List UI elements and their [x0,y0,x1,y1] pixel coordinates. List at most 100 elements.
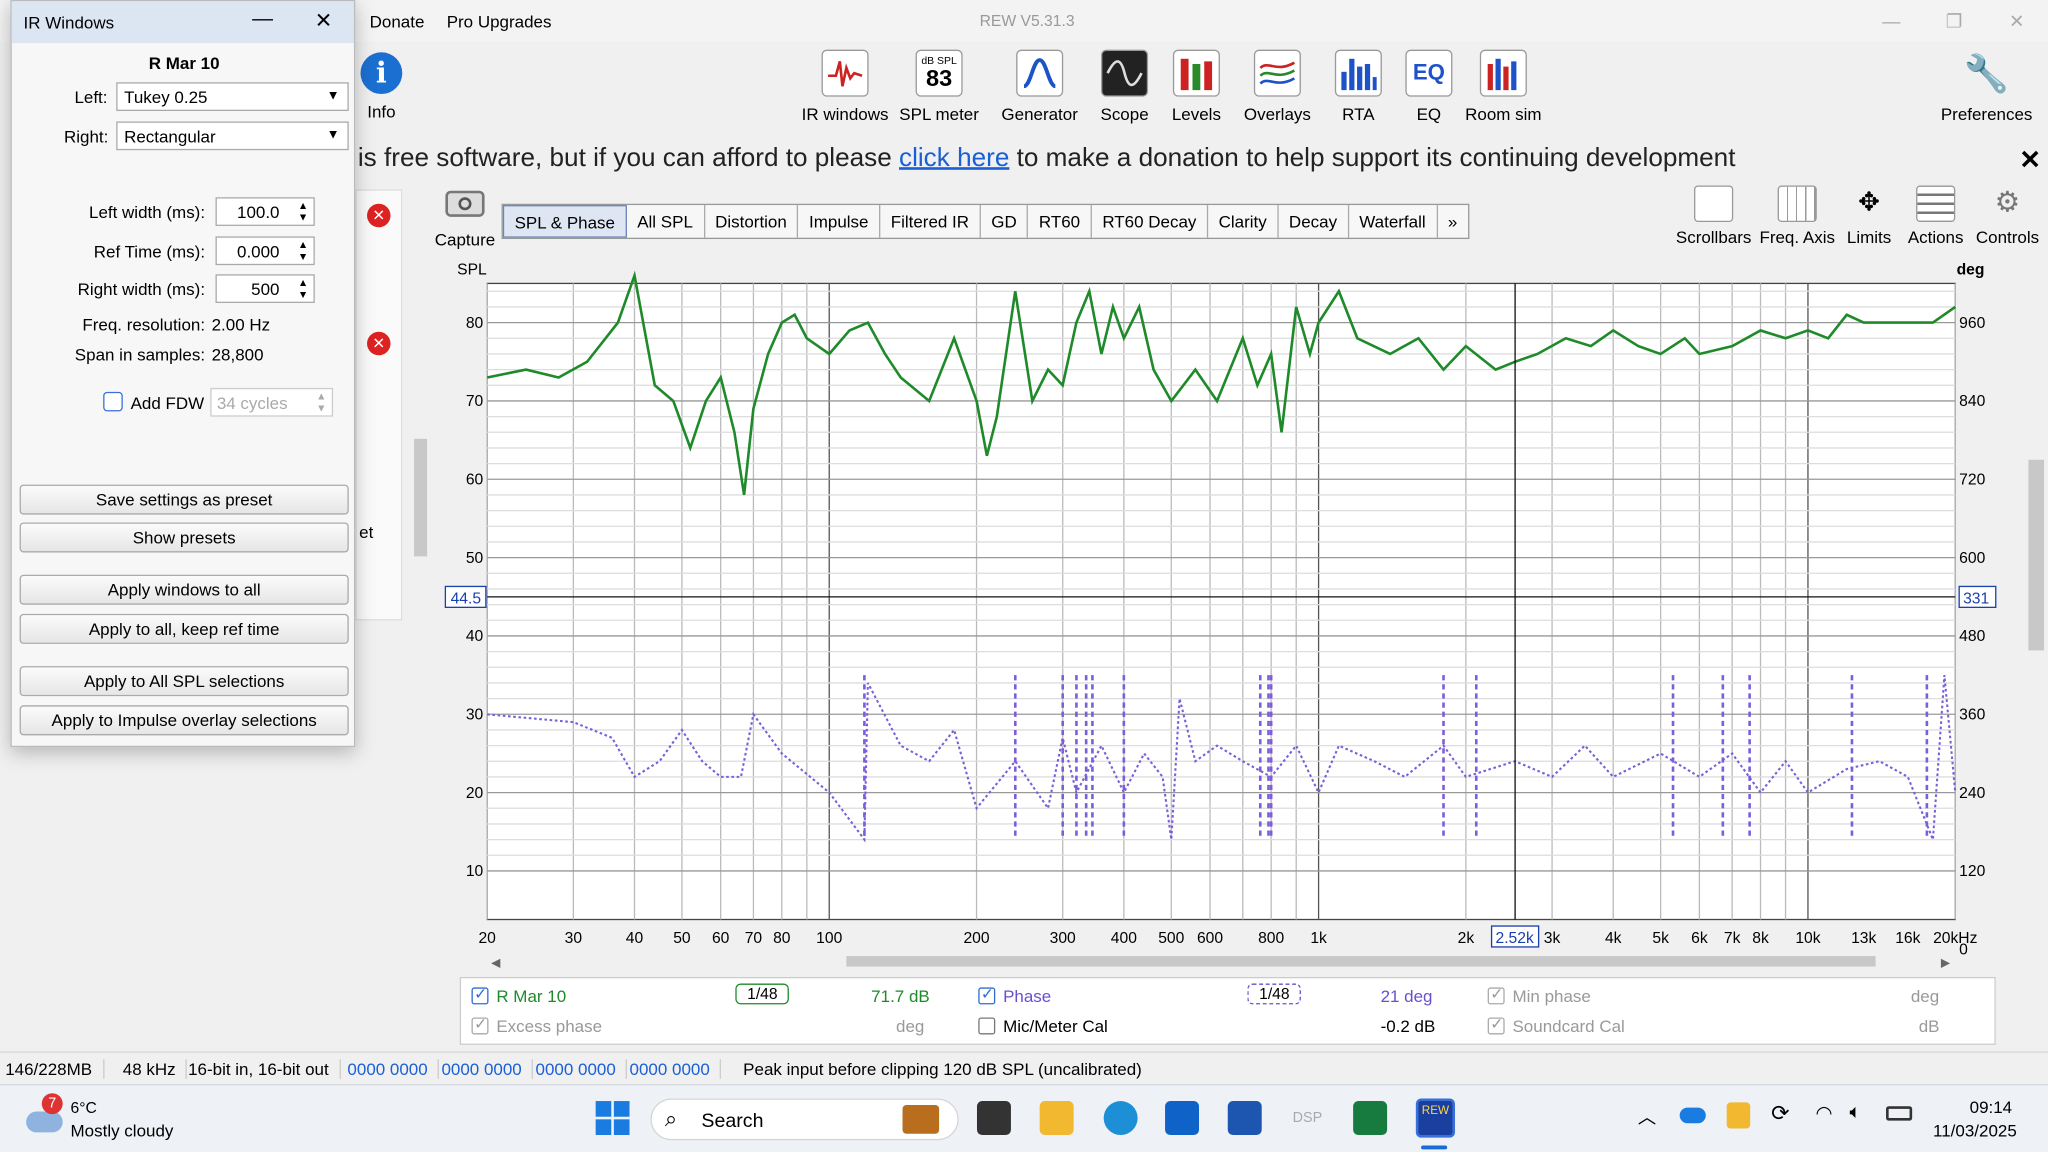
tab-distortion[interactable]: Distortion [705,205,799,238]
toolbar-rta[interactable]: RTA [1332,49,1384,124]
close-window-button[interactable]: ✕ [2008,10,2025,32]
toolbar-eq[interactable]: EQ EQ [1403,49,1455,124]
left-width-input[interactable]: 100.0 [215,197,315,226]
dialog-titlebar[interactable]: IR Windows — ✕ [11,1,354,44]
left-v-scrollbar[interactable] [412,284,429,920]
toolbar-spl-meter[interactable]: dB SPL 83 SPL meter [899,49,980,124]
tab-waterfall[interactable]: Waterfall [1349,205,1438,238]
sync-icon[interactable]: ⟳ [1771,1101,1790,1126]
close-red-icon[interactable]: ✕ [367,203,391,228]
phase-smoothing[interactable]: 1/48 [1247,983,1302,1005]
legend-excess-phase[interactable]: Excess phase [471,1015,602,1036]
apply-impulse-selections-button[interactable]: Apply to Impulse overlay selections [19,705,349,736]
toolbar-overlays[interactable]: Overlays [1241,49,1314,124]
right-width-input[interactable]: 500 [215,274,315,304]
apply-windows-all-button[interactable]: Apply windows to all [19,574,349,605]
legend-soundcard-cal[interactable]: Soundcard Cal [1487,1015,1625,1036]
ref-time-input[interactable]: 0.000 [215,236,315,266]
menu-donate[interactable]: Donate [369,11,425,32]
dsp-icon[interactable]: DSP [1292,1110,1323,1126]
speaker-icon[interactable]: 🔈︎ [1849,1101,1862,1124]
info-button[interactable]: i Info [355,52,407,121]
donate-link[interactable]: click here [899,143,1010,173]
minimize-button[interactable]: — [1882,10,1901,32]
tab-filtered-ir[interactable]: Filtered IR [880,205,981,238]
limits-button[interactable]: ✥ Limits [1842,185,1897,247]
x-tick-label: 20kHz [1933,930,1978,947]
add-fdw-checkbox-row[interactable]: Add FDW [103,391,204,413]
toolbar-ir-windows[interactable]: IR windows [799,49,890,124]
freq-axis-button[interactable]: Freq. Axis [1758,185,1836,247]
measurement-checkbox[interactable] [471,985,489,1005]
h-scrollbar-thumb[interactable] [846,956,1876,967]
spl-phase-graph[interactable]: 80 70 60 50 40 30 20 10 960 840 720 600 480 360 240 12… [444,255,2048,1115]
banner-prefix: is free software, but if you can afford … [357,143,900,173]
eq-icon: EQ [1405,49,1453,97]
taskbar-search[interactable]: ⌕ Search [650,1098,959,1141]
chevron-up-icon[interactable]: ︿ [1637,1106,1657,1128]
legend-mic-cal[interactable]: Mic/Meter Cal [978,1016,1108,1036]
min-phase-checkbox[interactable] [1487,985,1505,1005]
excess-phase-checkbox[interactable] [471,1015,489,1035]
toolbar-levels[interactable]: Levels [1168,49,1225,124]
capture-button[interactable]: Capture [431,190,499,249]
clock-date[interactable]: 11/03/2025 [1933,1120,2017,1141]
apply-spl-selections-button[interactable]: Apply to All SPL selections [19,666,349,697]
save-preset-button[interactable]: Save settings as preset [19,484,349,515]
dialog-minimize-icon[interactable]: — [252,7,273,31]
wifi-icon[interactable]: ◠ [1815,1102,1833,1125]
legend-phase[interactable]: Phase [978,985,1051,1006]
right-window-select[interactable]: Rectangular [116,121,349,151]
word-icon[interactable] [1227,1101,1262,1136]
scrollbars-button[interactable]: Scrollbars [1674,185,1752,247]
left-window-select[interactable]: Tukey 0.25 [116,82,349,112]
toolbar-room-sim[interactable]: Room sim [1463,49,1544,124]
excel-icon[interactable] [1353,1101,1388,1136]
tab-all-spl[interactable]: All SPL [627,205,705,238]
soundcard-cal-checkbox[interactable] [1487,1015,1505,1035]
add-fdw-checkbox[interactable] [103,391,123,412]
toolbar-scope[interactable]: Scope [1095,49,1155,124]
close-red-icon[interactable]: ✕ [367,331,391,356]
tab-clarity[interactable]: Clarity [1208,205,1279,238]
legend-min-phase[interactable]: Min phase [1487,985,1591,1006]
toolbar-preferences[interactable]: 🔧 Preferences [1938,50,2035,124]
edge-icon[interactable] [1103,1101,1138,1136]
right-v-scrollbar[interactable] [2027,284,2046,920]
shield-icon[interactable] [1726,1102,1751,1129]
close-banner-icon[interactable]: ✕ [2019,146,2042,176]
camera-icon [445,190,485,217]
fdw-cycles-input[interactable]: 34 cycles [210,387,334,417]
actions-button[interactable]: Actions [1904,185,1967,247]
tab-gd[interactable]: GD [981,205,1029,238]
dialog-close-icon[interactable]: ✕ [314,10,333,33]
spl-smoothing[interactable]: 1/48 [735,983,790,1005]
tab-decay[interactable]: Decay [1278,205,1349,238]
windows-start-icon[interactable] [595,1101,630,1136]
tab-more[interactable]: » [1447,211,1458,232]
tab-spl-phase[interactable]: SPL & Phase [502,205,627,238]
tab-rt60[interactable]: RT60 [1028,205,1092,238]
scroll-left-icon[interactable]: ◀ [491,957,501,970]
clock-time[interactable]: 09:14 [1969,1097,2013,1117]
legend-measurement[interactable]: R Mar 10 [471,985,566,1006]
toolbar-generator[interactable]: Generator [998,49,1082,124]
menu-pro-upgrades[interactable]: Pro Upgrades [446,11,552,32]
maximize-button[interactable]: ❐ [1945,10,1963,32]
show-presets-button[interactable]: Show presets [19,522,349,553]
file-explorer-icon[interactable] [1039,1101,1074,1136]
mic-cal-checkbox[interactable] [978,1017,996,1035]
onedrive-icon[interactable] [1679,1107,1706,1124]
apply-keep-ref-button[interactable]: Apply to all, keep ref time [19,613,349,644]
tab-impulse[interactable]: Impulse [799,205,881,238]
rew-icon[interactable]: REW [1415,1098,1456,1138]
tab-rt60-decay[interactable]: RT60 Decay [1092,205,1209,238]
left-width-value: 100.0 [236,202,280,223]
phase-checkbox[interactable] [978,985,996,1005]
taskview-icon[interactable] [976,1101,1011,1136]
battery-icon[interactable] [1886,1106,1913,1121]
controls-button[interactable]: ⚙ Controls [1972,185,2043,246]
scroll-right-icon[interactable]: ▶ [1941,957,1951,970]
outlook-icon[interactable] [1165,1101,1200,1136]
